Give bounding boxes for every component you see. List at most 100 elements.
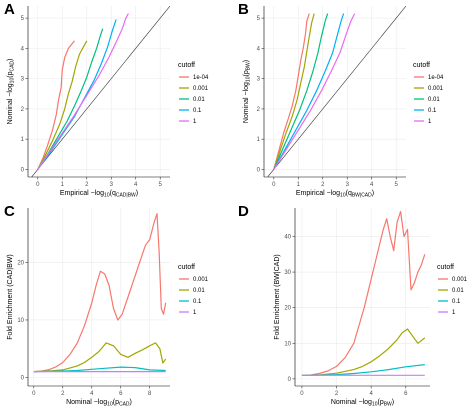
series-line-1 [37,13,129,170]
x-tick-label: 2 [85,182,89,188]
x-tick-label: 4 [369,391,373,397]
legend-label: 0.1 [452,299,461,305]
axis-label-mid: (p [243,70,250,76]
y-axis-label: Nominal −log10(pCAD) [7,59,16,125]
axis-label-end: ) [243,60,250,62]
y-tick-label: 2 [257,107,261,113]
reference-diagonal-line [31,6,170,177]
legend: cutoff 1e-04 0.001 0.01 0.1 1 [178,62,209,125]
legend-title: cutoff [413,62,430,69]
legend-label: 0.01 [193,97,205,103]
axis-label-mid: (p [7,71,14,77]
panel-label: C [4,203,15,220]
legend-label: 0.1 [193,299,202,305]
x-tick-label: 2 [335,391,339,397]
series-line-0.1 [273,13,345,170]
y-tick-label: 40 [284,234,291,240]
x-tick-label: 1 [297,182,301,188]
y-tick-label: 20 [284,306,291,312]
x-tick-label: 5 [159,182,163,188]
panel-d: D 0 2 4 6 0 10 20 30 40 Nominal −log10(pBW) Fold En… [238,203,468,408]
axis-label-end: ) [392,399,394,406]
x-tick-label: 4 [370,182,374,188]
axis-label-sub: BW|CAD [352,193,372,199]
series-line-0.01 [37,28,104,170]
series-line-0.001 [301,211,426,376]
x-tick-label: 3 [110,182,114,188]
y-tick-label: 0 [288,377,292,383]
axis-label-sub: 10 [246,76,252,82]
legend-title: cutoff [178,62,195,69]
axis-label-mid: (q [110,190,116,197]
axis-label-mid: (p [377,399,383,406]
y-tick-label: 1 [257,137,261,143]
x-tick-label: 6 [404,391,408,397]
y-tick-label: 4 [257,46,261,52]
axis-label-main: Fold Enrichment (CAD|BW) [7,254,14,339]
axis-label-end: ) [372,190,374,197]
y-tick-label: 5 [21,16,25,22]
series-line-0.01 [33,342,167,373]
legend-label: 1e-04 [193,75,209,81]
y-tick-label: 5 [257,16,261,22]
legend-label: 1e-04 [428,75,444,81]
legend: cutoff 0.001 0.01 0.1 1 [178,264,209,316]
y-tick-label: 3 [257,77,261,83]
x-tick-label: 5 [395,182,399,188]
series-line-0.01 [273,13,329,170]
legend-label: 0.01 [193,288,205,294]
legend-label: 0.001 [193,86,209,92]
x-axis-label: Nominal −log10(pBW) [331,399,394,408]
legend-label: 1 [428,119,432,125]
axis-label-end: ) [7,59,14,61]
series-line-0.001 [273,13,315,170]
legend-label: 1 [193,310,197,316]
legend-label: 0.1 [428,108,437,114]
y-tick-label: 4 [21,46,25,52]
panel-label: B [238,1,249,18]
reference-diagonal-line [267,6,406,177]
series-line-0.1 [37,19,117,170]
axis-label-main: Nominal −log [66,399,107,406]
legend-label: 1 [193,119,197,125]
legend-label: 0.01 [428,97,440,103]
axis-label-sub: 10 [107,402,113,408]
x-tick-label: 4 [134,182,138,188]
axis-label-sub: 10 [104,193,110,199]
legend-title: cutoff [437,264,454,271]
axis-label-main: Nominal −log [7,83,14,124]
axis-label-main: Nominal −log [243,82,250,123]
x-tick-label: 0 [32,391,36,397]
y-tick-label: 20 [17,261,24,267]
x-tick-label: 8 [148,391,152,397]
y-tick-label: 10 [17,318,24,324]
axis-label-sub: 10 [340,193,346,199]
legend: cutoff 0.001 0.01 0.1 1 [437,264,468,316]
x-axis-label: Nominal −log10(pCAD) [66,399,132,408]
series-line-1 [273,13,356,170]
y-axis-label: Fold Enrichment (BW|CAD) [274,254,281,339]
series-line-1e-04 [37,40,75,170]
y-axis-label: Nominal −log10(pBW) [243,60,252,123]
x-axis-label: Empirical −log10(qBW|CAD) [296,190,374,199]
x-tick-label: 2 [321,182,325,188]
x-tick-label: 0 [300,391,304,397]
series-line-1e-04 [273,13,310,170]
x-tick-label: 2 [61,391,65,397]
axis-label-main: Empirical −log [296,190,340,197]
legend-label: 0.001 [193,277,209,283]
legend-label: 0.001 [452,277,468,283]
axis-label-main: Empirical −log [60,190,104,197]
panel-label: D [238,203,249,220]
x-tick-label: 6 [119,391,123,397]
legend-label: 0.01 [452,288,464,294]
axis-label-sub: BW [384,402,392,408]
y-tick-label: 30 [284,270,291,276]
y-tick-label: 10 [284,341,291,347]
axis-label-sub: 10 [372,402,378,408]
x-tick-label: 3 [346,182,350,188]
x-tick-label: 1 [61,182,65,188]
